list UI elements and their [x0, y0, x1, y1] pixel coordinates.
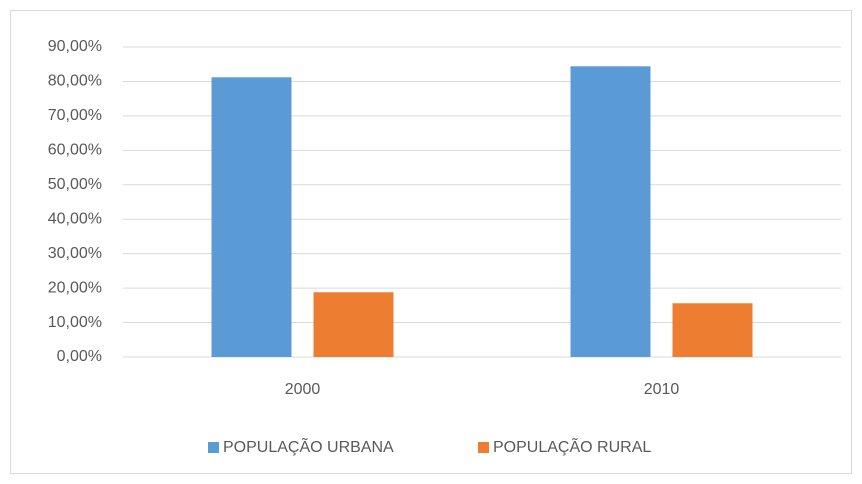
y-tick-label: 20,00%: [48, 279, 102, 296]
legend-label: POPULAÇÃO RURAL: [493, 436, 651, 456]
y-tick-label: 0,00%: [57, 348, 102, 365]
x-tick-label: 2010: [644, 381, 680, 398]
legend-label: POPULAÇÃO URBANA: [223, 436, 394, 456]
y-tick-label: 50,00%: [48, 176, 102, 193]
y-tick-label: 40,00%: [48, 210, 102, 227]
legend-swatch: [208, 442, 219, 453]
y-tick-label: 80,00%: [48, 73, 102, 90]
chart-border: [10, 10, 852, 474]
y-tick-label: 30,00%: [48, 245, 102, 262]
y-tick-label: 60,00%: [48, 142, 102, 159]
y-tick-label: 70,00%: [48, 107, 102, 124]
x-tick-label: 2000: [285, 381, 321, 398]
y-tick-label: 90,00%: [48, 38, 102, 55]
bar: [570, 66, 651, 358]
legend-swatch: [478, 442, 489, 453]
y-tick-label: 10,00%: [48, 314, 102, 331]
bar: [313, 292, 394, 357]
bar: [672, 303, 753, 357]
bar: [211, 77, 292, 358]
